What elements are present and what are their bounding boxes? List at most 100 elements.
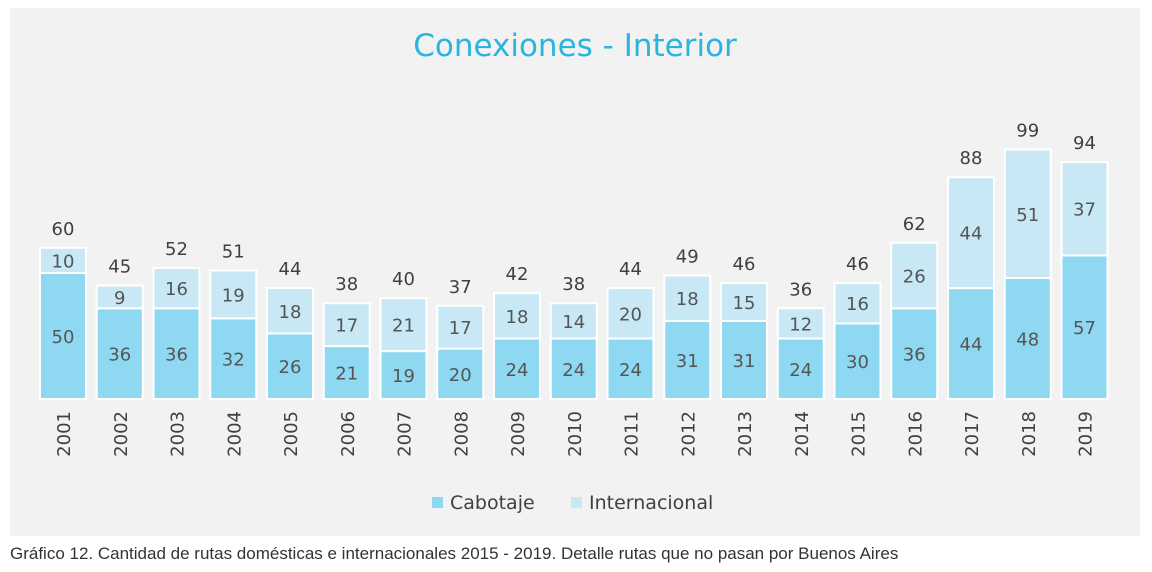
bar-internacional-2002 [95, 284, 144, 310]
bar-internacional-2008 [436, 304, 485, 350]
x-tick-2004: 2004 [224, 411, 245, 457]
stacked-bar-chart: Conexiones - Interior 50 10 60 2001 36 9 45 200… [39, 28, 1109, 514]
x-tick-2003: 2003 [168, 411, 189, 457]
legend-label-internacional: Internacional [589, 492, 713, 514]
label-internacional-2007: 21 [392, 316, 415, 337]
label-total-2009: 42 [506, 264, 529, 285]
label-cabotaje-2018: 48 [1016, 330, 1039, 351]
legend-label-cabotaje: Cabotaje [450, 492, 535, 514]
bar-internacional-2015 [833, 282, 882, 325]
bar-cabotaje-2001 [39, 272, 87, 400]
chart-panel: Conexiones - Interior 50 10 60 2001 36 9 45 200… [10, 8, 1140, 536]
label-cabotaje-2010: 24 [562, 360, 585, 381]
label-total-2004: 51 [222, 241, 245, 262]
label-cabotaje-2004: 32 [222, 350, 245, 371]
x-tick-2018: 2018 [1019, 411, 1040, 457]
label-internacional-2003: 16 [165, 279, 188, 300]
bar-internacional-2014 [776, 307, 825, 340]
label-cabotaje-2005: 26 [279, 357, 302, 378]
bar-internacional-2007 [379, 297, 428, 353]
label-cabotaje-2013: 31 [733, 351, 756, 372]
x-tick-2017: 2017 [962, 411, 983, 457]
bar-internacional-2016 [890, 241, 939, 310]
label-cabotaje-2019: 57 [1073, 318, 1096, 339]
label-internacional-2008: 17 [449, 318, 472, 339]
bar-internacional-2001 [39, 246, 87, 275]
bar-cabotaje-2004 [209, 317, 258, 400]
x-tick-2011: 2011 [622, 411, 643, 457]
x-tick-2009: 2009 [508, 411, 529, 457]
figure-caption: Gráfico 12. Cantidad de rutas domésticas… [10, 544, 899, 563]
bar-internacional-2003 [152, 266, 201, 310]
bar-cabotaje-2003 [152, 307, 201, 400]
label-internacional-2001: 10 [52, 251, 75, 272]
bar-internacional-2011 [606, 287, 655, 340]
label-cabotaje-2008: 20 [449, 365, 472, 386]
label-total-2013: 46 [733, 254, 756, 275]
bar-cabotaje-2018 [1003, 277, 1052, 401]
label-total-2007: 40 [392, 269, 415, 290]
label-total-2002: 45 [108, 257, 131, 278]
bar-cabotaje-2007 [379, 350, 428, 400]
x-tick-2015: 2015 [849, 411, 870, 457]
x-tick-2008: 2008 [451, 411, 472, 457]
bar-cabotaje-2015 [833, 322, 882, 400]
label-internacional-2015: 16 [846, 294, 869, 315]
label-total-2014: 36 [789, 279, 812, 300]
label-cabotaje-2011: 24 [619, 360, 642, 381]
x-tick-2019: 2019 [1076, 411, 1097, 457]
x-tick-2007: 2007 [395, 411, 416, 457]
label-internacional-2019: 37 [1073, 200, 1096, 221]
bar-internacional-2006 [322, 302, 371, 348]
label-internacional-2009: 18 [506, 307, 529, 328]
chart-title: Conexiones - Interior [413, 28, 737, 64]
legend: Cabotaje Internacional [432, 492, 713, 514]
label-cabotaje-2003: 36 [165, 345, 188, 366]
label-total-2011: 44 [619, 259, 642, 280]
label-internacional-2016: 26 [903, 267, 926, 288]
label-total-2015: 46 [846, 254, 869, 275]
bar-cabotaje-2012 [663, 319, 712, 401]
label-cabotaje-2009: 24 [506, 360, 529, 381]
x-tick-2013: 2013 [735, 411, 756, 457]
label-total-2005: 44 [279, 259, 302, 280]
bar-cabotaje-2010 [549, 337, 598, 400]
legend-swatch-cabotaje [432, 497, 443, 508]
x-tick-2012: 2012 [678, 411, 699, 457]
label-total-2010: 38 [562, 274, 585, 295]
label-internacional-2006: 17 [335, 316, 358, 337]
label-cabotaje-2002: 36 [108, 345, 131, 366]
label-internacional-2013: 15 [733, 293, 756, 314]
label-cabotaje-2014: 24 [789, 360, 812, 381]
bar-internacional-2004 [209, 269, 258, 320]
label-internacional-2018: 51 [1016, 205, 1039, 226]
label-internacional-2012: 18 [676, 289, 699, 310]
x-tick-2016: 2016 [905, 411, 926, 457]
label-total-2019: 94 [1073, 133, 1096, 154]
label-internacional-2010: 14 [562, 312, 585, 333]
x-tick-2005: 2005 [281, 411, 302, 457]
label-cabotaje-2016: 36 [903, 345, 926, 366]
bar-internacional-2012 [663, 274, 712, 322]
label-cabotaje-2001: 50 [52, 327, 75, 348]
bar-internacional-2010 [549, 302, 598, 340]
label-total-2001: 60 [52, 219, 75, 240]
x-tick-2006: 2006 [338, 411, 359, 457]
label-internacional-2005: 18 [279, 302, 302, 323]
bar-internacional-2018 [1003, 148, 1052, 280]
label-internacional-2002: 9 [114, 288, 125, 309]
x-tick-2014: 2014 [792, 411, 813, 457]
label-internacional-2017: 44 [960, 224, 983, 245]
x-tick-2001: 2001 [54, 411, 75, 457]
label-cabotaje-2017: 44 [960, 335, 983, 356]
legend-swatch-internacional [571, 497, 582, 508]
x-tick-2002: 2002 [111, 411, 132, 457]
bar-internacional-2005 [266, 287, 314, 335]
label-cabotaje-2006: 21 [335, 364, 358, 385]
bar-cabotaje-2017 [947, 287, 995, 400]
bar-cabotaje-2005 [266, 332, 314, 401]
label-cabotaje-2015: 30 [846, 352, 869, 373]
bar-internacional-2017 [947, 176, 995, 290]
bar-internacional-2009 [493, 292, 541, 340]
label-total-2016: 62 [903, 214, 926, 235]
